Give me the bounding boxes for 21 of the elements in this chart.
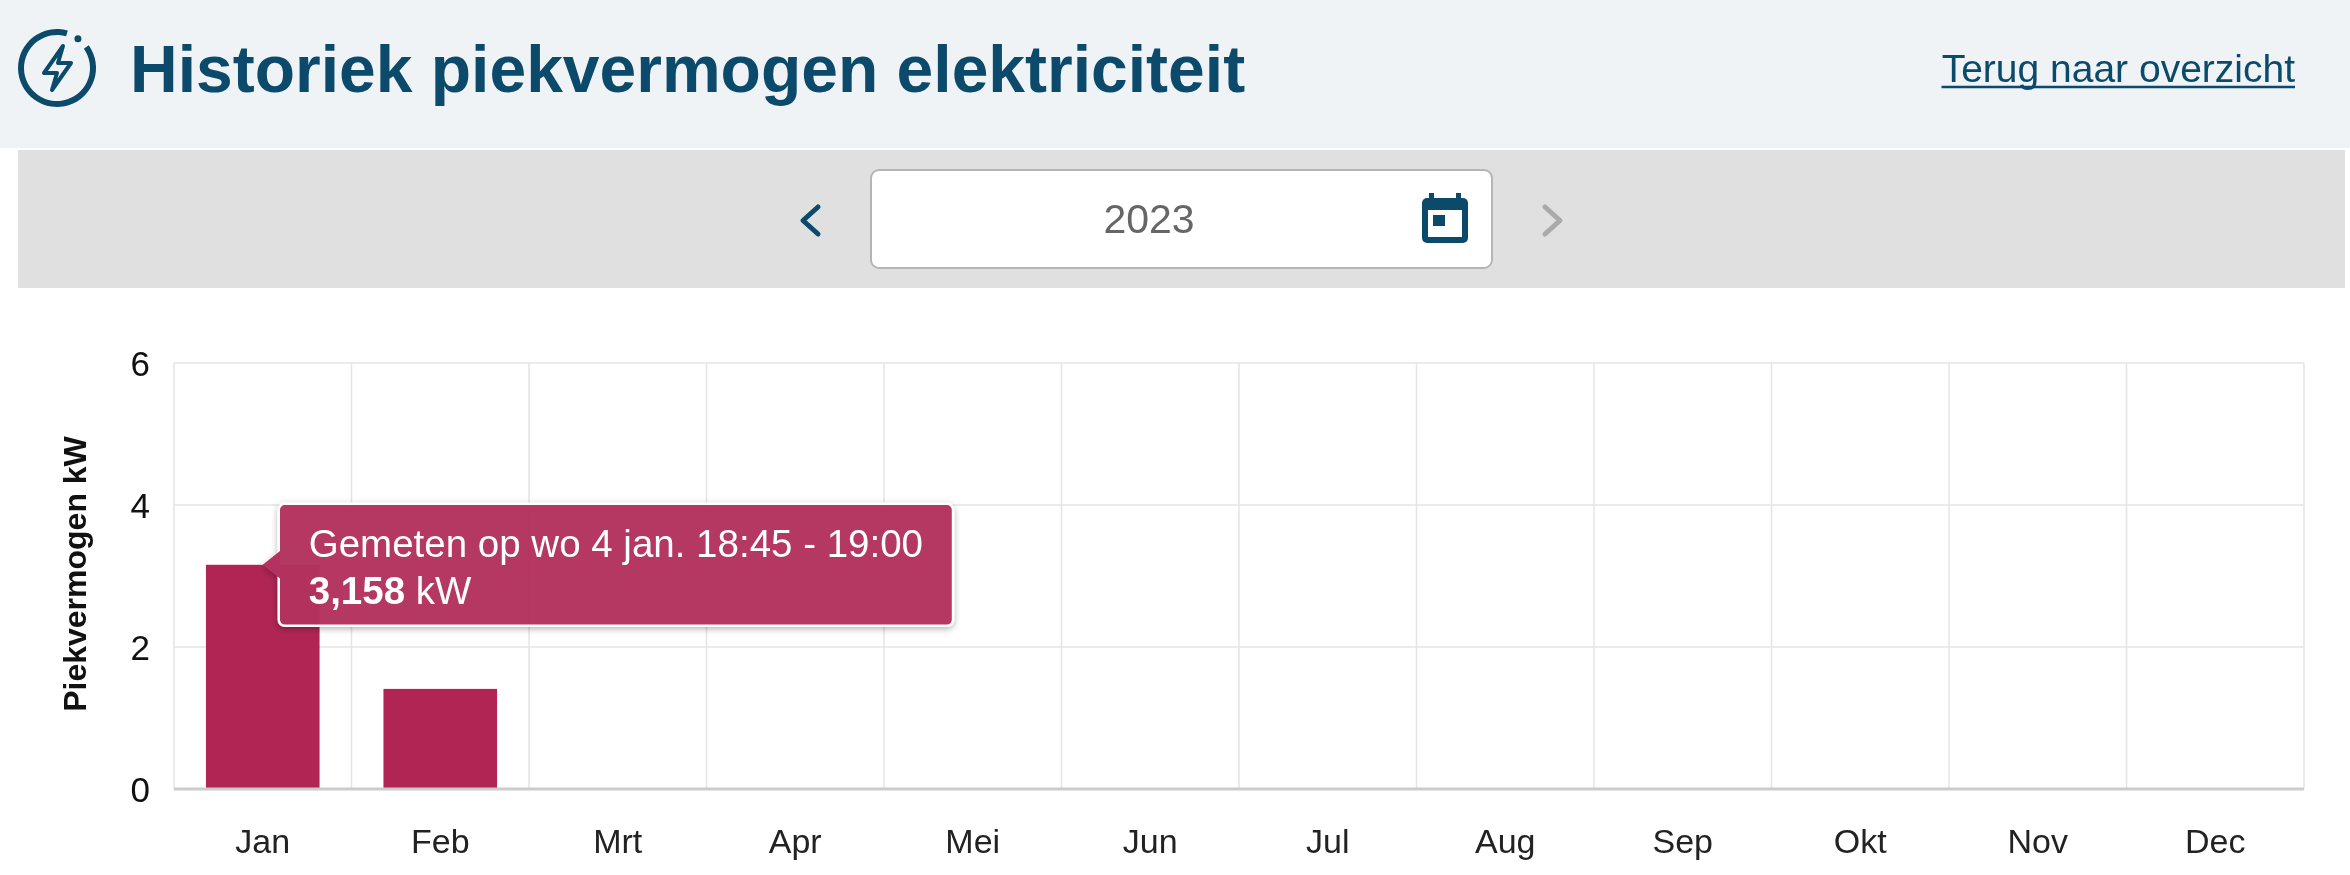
x-tick-label: Okt [1833,822,1888,860]
annotation: Gemeten op wo 4 jan. 18:45 - 19:00 3,158 kW [308,521,924,612]
x-tick-label: Jul [1306,822,1350,860]
text: Terug naar overzicht [1941,47,2296,90]
y-tick-label: 6 [130,343,150,383]
x-tick-label: Apr [768,822,822,860]
x-tick-label: Sep [1652,822,1713,860]
x-tick-label: Mei [945,822,1001,860]
y-tick-label: 2 [130,627,150,667]
x-tick-label: Feb [410,822,470,860]
y-tick-label: 4 [130,485,150,525]
x-tick-label: Jan [235,822,291,860]
x-tick-label: Aug [1475,822,1536,860]
x-tick-label: Jun [1122,822,1178,860]
chart-title: Historiek piekvermogen elektriciteit [130,32,1246,106]
chart-subtitle: 2023 [1103,196,1195,242]
x-tick-label: Mrt [593,822,643,860]
x-tick-label: Dec [2185,822,2246,860]
y-tick-label: 0 [130,769,150,809]
x-tick-label: Nov [2007,822,2068,860]
y-axis-title: Piekvermogen kW [57,435,93,712]
